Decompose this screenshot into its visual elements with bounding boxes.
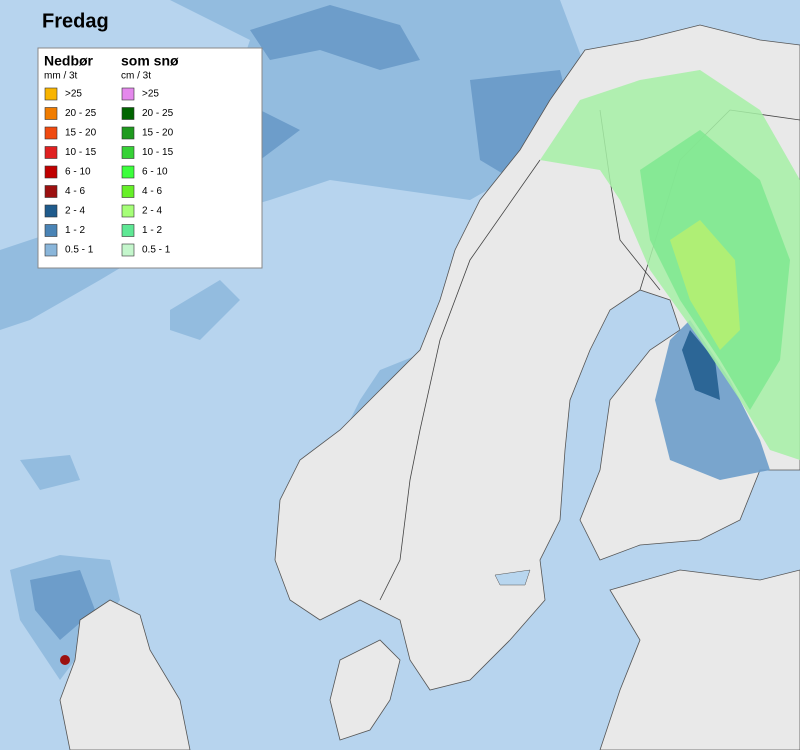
legend-swatch: [44, 126, 58, 140]
precip-finland-core: [682, 330, 720, 400]
legend-label: 15 - 20: [142, 128, 174, 139]
legend-label: 6 - 10: [65, 167, 91, 178]
legend-label: 0.5 - 1: [65, 245, 94, 256]
legend-label: 4 - 6: [65, 186, 85, 197]
legend-label: >25: [142, 89, 159, 100]
legend-swatch: [121, 224, 135, 237]
legend-label: 1 - 2: [65, 225, 85, 236]
baltic-states: [599, 569, 800, 750]
legend-box: [37, 47, 263, 269]
legend-swatch: [121, 107, 135, 120]
legend-heading: Nedbør: [44, 53, 94, 69]
legend-unit: mm / 3t: [44, 71, 78, 82]
legend-label: 2 - 4: [65, 206, 85, 217]
title: Fredag: [42, 10, 109, 32]
legend-swatch: [44, 224, 58, 237]
legend-label: 0.5 - 1: [142, 245, 171, 256]
legend-swatch: [44, 87, 58, 101]
legend-swatch: [121, 87, 135, 101]
precip-spot: [60, 655, 70, 665]
legend-label: 4 - 6: [142, 186, 162, 197]
legend-swatch: [121, 126, 135, 140]
legend-swatch: [121, 185, 135, 198]
snow-lapland-core: [670, 220, 740, 350]
legend-swatch: [121, 204, 135, 218]
legend-label: 10 - 15: [65, 147, 97, 158]
legend-heading: som snø: [121, 53, 179, 69]
legend-swatch: [44, 243, 58, 257]
legend-label: >25: [65, 89, 82, 100]
legend-swatch: [121, 165, 135, 179]
lake: [494, 569, 531, 586]
legend-swatch: [44, 165, 58, 179]
legend-swatch: [121, 243, 135, 257]
legend-label: 20 - 25: [142, 108, 174, 119]
legend-swatch: [44, 185, 58, 198]
precip-finland: [655, 320, 770, 480]
legend-swatch: [121, 146, 135, 159]
legend-swatch: [44, 146, 58, 159]
legend-unit: cm / 3t: [121, 71, 151, 82]
legend-label: 6 - 10: [142, 167, 168, 178]
denmark: [329, 639, 401, 741]
legend-label: 10 - 15: [142, 147, 174, 158]
legend-label: 20 - 25: [65, 108, 97, 119]
legend-label: 2 - 4: [142, 206, 162, 217]
legend-swatch: [44, 204, 58, 218]
legend-swatch: [44, 107, 58, 120]
scotland: [59, 599, 191, 750]
legend-label: 15 - 20: [65, 128, 97, 139]
legend-label: 1 - 2: [142, 225, 162, 236]
